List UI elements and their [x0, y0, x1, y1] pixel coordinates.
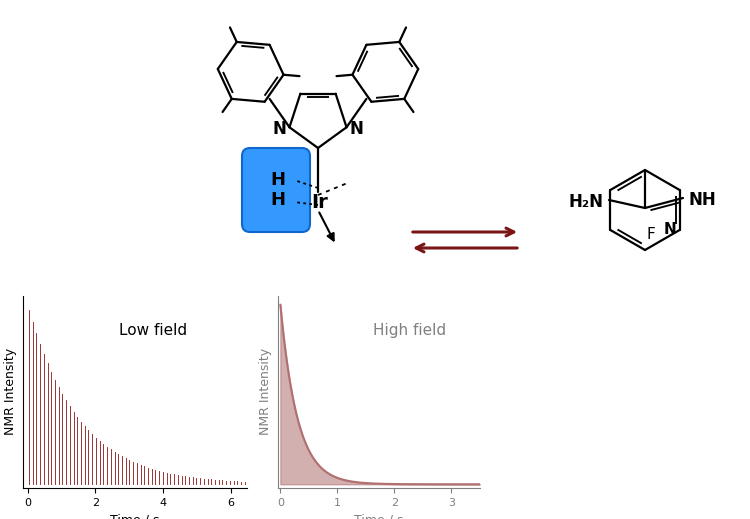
- Y-axis label: NMR Intensity: NMR Intensity: [4, 348, 17, 435]
- Text: H₂N: H₂N: [569, 193, 604, 211]
- Text: N: N: [350, 120, 364, 138]
- Text: H: H: [271, 171, 286, 189]
- Text: NH: NH: [688, 191, 716, 209]
- Text: Ir: Ir: [312, 193, 328, 212]
- Y-axis label: NMR Intensity: NMR Intensity: [259, 348, 272, 435]
- FancyBboxPatch shape: [242, 148, 310, 232]
- Text: F: F: [647, 227, 656, 242]
- Text: N: N: [664, 223, 676, 238]
- X-axis label: Time / s: Time / s: [110, 513, 160, 519]
- Text: N: N: [272, 120, 286, 138]
- Text: High field: High field: [373, 323, 446, 338]
- Text: Low field: Low field: [119, 323, 187, 338]
- X-axis label: Time / s: Time / s: [354, 513, 404, 519]
- Text: H: H: [271, 191, 286, 209]
